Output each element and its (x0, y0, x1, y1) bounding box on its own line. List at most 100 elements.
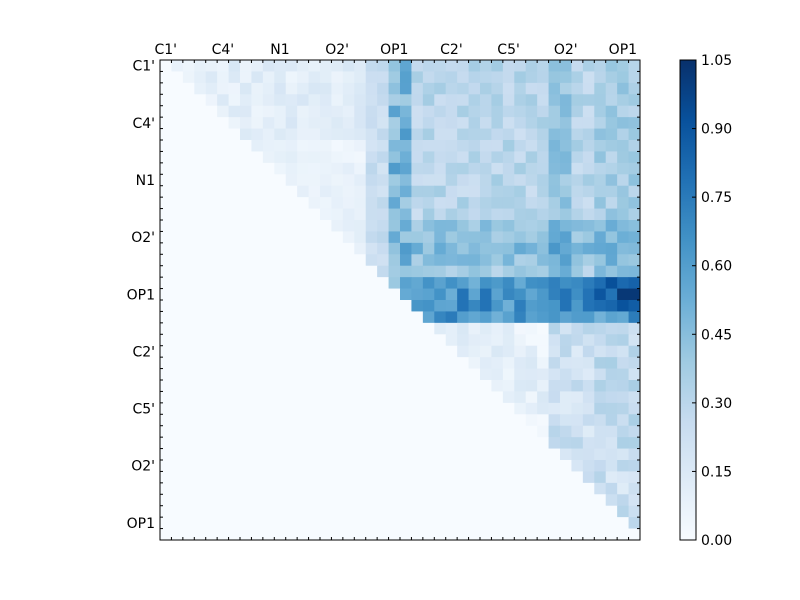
heatmap-cell (525, 437, 538, 449)
heatmap-cell (182, 357, 195, 369)
heatmap-cell (400, 528, 412, 541)
heatmap-cell (594, 311, 607, 324)
heatmap-cell (342, 517, 355, 529)
heatmap-cell (422, 105, 435, 118)
colorbar-tick-label: 0.30 (701, 396, 732, 412)
heatmap-cell (331, 322, 344, 335)
heatmap-cell (617, 71, 629, 84)
heatmap-cell (525, 322, 538, 335)
heatmap-cell (228, 300, 241, 312)
heatmap-cell (354, 528, 367, 541)
heatmap-cell (514, 505, 527, 518)
heatmap-cell (217, 265, 229, 278)
heatmap-cell (262, 357, 275, 369)
heatmap-cell (285, 140, 298, 152)
heatmap-cell (320, 82, 332, 95)
heatmap-cell (445, 414, 458, 427)
heatmap-cell (308, 94, 321, 107)
heatmap-cell (434, 471, 447, 484)
heatmap-cell (194, 482, 207, 495)
heatmap-cell (537, 94, 549, 107)
heatmap-cell (422, 482, 435, 495)
heatmap-cell (502, 208, 515, 221)
heatmap-cell (537, 391, 549, 404)
heatmap-cell (434, 174, 447, 187)
heatmap-cell (502, 345, 515, 358)
heatmap-cell (308, 300, 321, 312)
heatmap-cell (617, 105, 629, 118)
heatmap-cell (388, 300, 401, 312)
heatmap-cell (331, 471, 344, 484)
heatmap-cell (400, 174, 412, 187)
heatmap-cell (342, 322, 355, 335)
heatmap-cell (571, 528, 584, 541)
heatmap-cell (502, 231, 515, 244)
heatmap-cell (400, 437, 412, 449)
heatmap-cell (422, 231, 435, 244)
heatmap-cell (160, 505, 172, 518)
heatmap-cell (308, 448, 321, 461)
heatmap-cells (160, 60, 641, 541)
heatmap-cell (365, 185, 378, 198)
heatmap-cell (274, 254, 287, 267)
heatmap-cell (251, 254, 264, 267)
heatmap-cell (400, 425, 412, 438)
heatmap-cell (171, 94, 184, 107)
heatmap-cell (560, 494, 572, 507)
heatmap-cell (457, 185, 469, 198)
heatmap-cell (205, 265, 218, 278)
heatmap-cell (365, 311, 378, 324)
heatmap-cell (422, 345, 435, 358)
heatmap-cell (514, 322, 527, 335)
heatmap-cell (571, 185, 584, 198)
heatmap-cell (594, 322, 607, 335)
heatmap-cell (297, 368, 309, 381)
heatmap-cell (228, 368, 241, 381)
heatmap-cell (297, 471, 309, 484)
heatmap-cell (285, 288, 298, 301)
heatmap-cell (194, 254, 207, 267)
heatmap-cell (411, 345, 424, 358)
heatmap-cell (308, 117, 321, 129)
heatmap-cell (605, 437, 618, 449)
heatmap-cell (354, 482, 367, 495)
heatmap-cell (468, 505, 481, 518)
heatmap-cell (274, 174, 287, 187)
heatmap-cell (342, 380, 355, 392)
heatmap-cell (171, 117, 184, 129)
heatmap-cell (240, 505, 252, 518)
heatmap-cell (342, 345, 355, 358)
heatmap-cell (388, 151, 401, 164)
heatmap-cell (617, 334, 629, 347)
heatmap-cell (445, 357, 458, 369)
heatmap-cell (262, 448, 275, 461)
heatmap-cell (422, 117, 435, 129)
heatmap-cell (182, 220, 195, 232)
heatmap-cell (594, 82, 607, 95)
heatmap-cell (411, 277, 424, 289)
heatmap-cell (320, 174, 332, 187)
heatmap-cell (274, 448, 287, 461)
heatmap-cell (434, 140, 447, 152)
heatmap-cell (331, 448, 344, 461)
heatmap-cell (365, 391, 378, 404)
heatmap-cell (537, 437, 549, 449)
heatmap-cell (388, 82, 401, 95)
heatmap-cell (388, 391, 401, 404)
heatmap-cell (365, 140, 378, 152)
heatmap-cell (594, 60, 607, 72)
heatmap-cell (274, 482, 287, 495)
heatmap-cell (605, 391, 618, 404)
heatmap-cell (171, 151, 184, 164)
heatmap-cell (342, 151, 355, 164)
heatmap-cell (571, 300, 584, 312)
heatmap-cell (160, 277, 172, 289)
heatmap-cell (342, 448, 355, 461)
heatmap-cell (171, 494, 184, 507)
heatmap-cell (434, 460, 447, 472)
heatmap-cell (171, 82, 184, 95)
heatmap-cell (548, 494, 561, 507)
heatmap-cell (251, 505, 264, 518)
heatmap-cell (240, 242, 252, 255)
heatmap-cell (457, 448, 469, 461)
